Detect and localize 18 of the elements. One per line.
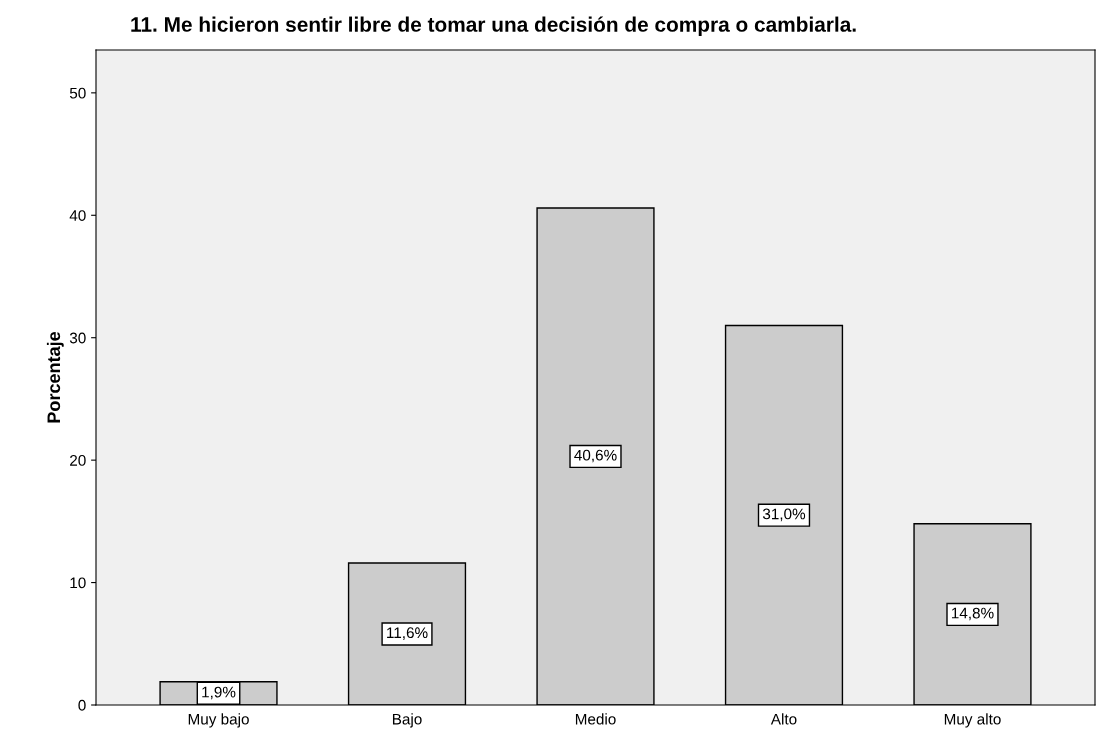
data-label: 31,0% xyxy=(762,508,806,522)
chart-title: 11. Me hicieron sentir libre de tomar una decisión de compra o cambiarla. xyxy=(131,16,856,36)
data-label: 40,6% xyxy=(574,449,617,463)
x-tick-label: Bajo xyxy=(392,713,422,728)
y-axis-title: Porcentaje xyxy=(46,331,64,423)
y-tick-label: 50 xyxy=(69,87,86,99)
data-label: 1,9% xyxy=(202,686,236,700)
data-label: 11,6% xyxy=(387,627,428,640)
x-tick-label: Muy bajo xyxy=(188,713,249,728)
y-tick-label: 0 xyxy=(78,699,86,711)
x-tick-label: Alto xyxy=(770,713,797,725)
y-tick-label: 10 xyxy=(70,577,86,589)
data-label: 14,8% xyxy=(951,607,994,621)
x-tick-label: Muy alto xyxy=(944,713,1001,728)
y-tick-label: 40 xyxy=(69,210,86,221)
x-tick-label: Medio xyxy=(575,713,616,725)
y-tick-label: 30 xyxy=(69,332,86,344)
y-tick-label: 20 xyxy=(70,455,86,466)
